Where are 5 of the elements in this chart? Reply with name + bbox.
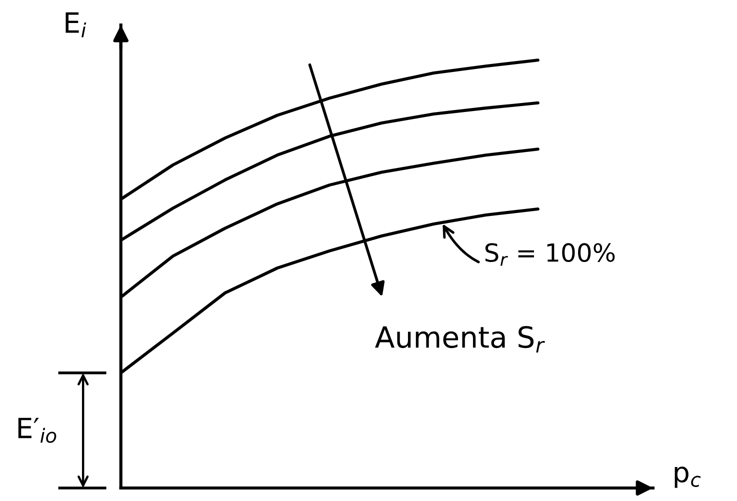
- legend-label: S$_{r}$ = 100%: [485, 243, 615, 266]
- text: E′$_{io}$: [18, 418, 56, 443]
- annotation: Aumenta S$_{r}$: [375, 326, 545, 352]
- x-axis-title: p$_{c}$: [674, 466, 701, 488]
- y-axis-title: E$_{i}$: [66, 12, 86, 38]
